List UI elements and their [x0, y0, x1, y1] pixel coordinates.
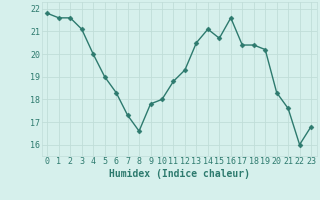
X-axis label: Humidex (Indice chaleur): Humidex (Indice chaleur) — [109, 169, 250, 179]
